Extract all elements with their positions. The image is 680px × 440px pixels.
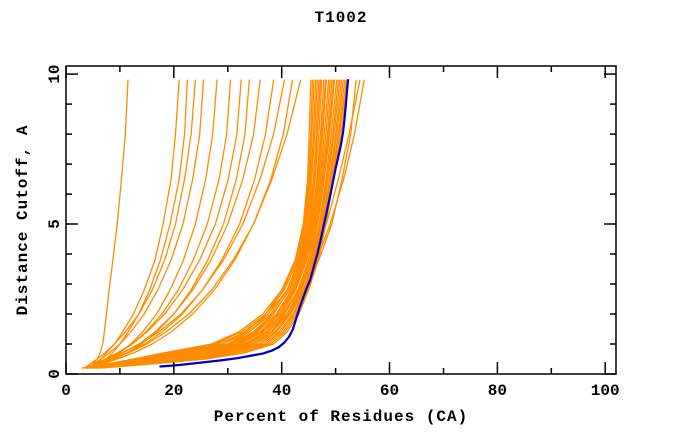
x-tick-label: 20 — [164, 382, 183, 400]
x-tick-label: 80 — [488, 382, 507, 400]
model-curve — [92, 79, 218, 369]
model-curve — [92, 79, 294, 369]
model-curve — [92, 79, 188, 369]
x-tick-label: 60 — [380, 382, 399, 400]
model-curve — [92, 79, 333, 369]
model-curve — [95, 79, 250, 369]
model-curve — [84, 79, 286, 369]
y-tick-label: 10 — [46, 64, 64, 83]
model-curve — [86, 79, 302, 369]
y-axis-title: Distance Cutoff, A — [14, 125, 32, 316]
model-curve — [86, 79, 129, 369]
x-tick-label: 0 — [61, 382, 71, 400]
plot-title: T1002 — [314, 9, 368, 27]
model-curve — [89, 79, 232, 369]
plot-border — [65, 65, 617, 375]
x-tick-label: 40 — [272, 382, 291, 400]
best-model-curve — [159, 78, 350, 368]
x-axis-title: Percent of Residues (CA) — [214, 408, 468, 426]
model-curve — [95, 79, 357, 369]
x-tick-label: 100 — [591, 382, 620, 400]
model-curve — [86, 79, 242, 369]
y-tick-label: 0 — [46, 369, 64, 379]
model-curve — [86, 79, 261, 369]
model-curve — [84, 79, 315, 369]
y-tick-label: 5 — [46, 219, 64, 229]
model-curve — [89, 79, 180, 369]
model-curve — [86, 79, 205, 369]
model-curve — [89, 79, 361, 369]
model-curve — [84, 79, 197, 369]
